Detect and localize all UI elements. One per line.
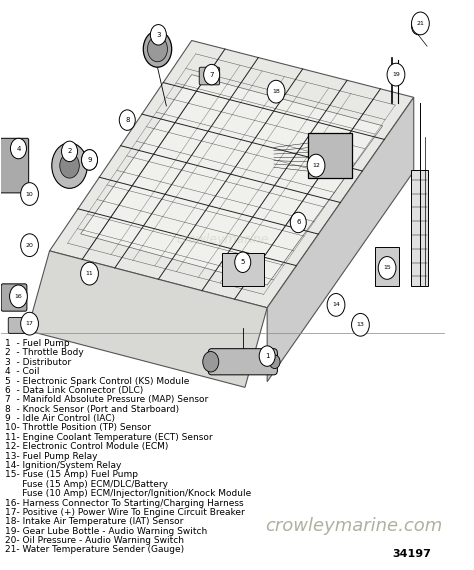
Text: 6  - Data Link Connector (DLC): 6 - Data Link Connector (DLC) (5, 386, 144, 395)
Text: 12- Electronic Control Module (ECM): 12- Electronic Control Module (ECM) (5, 442, 169, 451)
FancyBboxPatch shape (199, 67, 219, 85)
FancyBboxPatch shape (309, 133, 353, 178)
FancyBboxPatch shape (208, 349, 277, 375)
FancyBboxPatch shape (1, 284, 27, 311)
Circle shape (52, 143, 87, 188)
FancyBboxPatch shape (375, 247, 399, 286)
Text: 7  - Manifold Absolute Pressure (MAP) Sensor: 7 - Manifold Absolute Pressure (MAP) Sen… (5, 396, 209, 404)
Circle shape (267, 80, 285, 103)
Text: 1: 1 (265, 353, 269, 359)
Text: 34197: 34197 (392, 549, 431, 559)
Text: 8: 8 (125, 117, 129, 123)
Text: 10- Throttle Position (TP) Sensor: 10- Throttle Position (TP) Sensor (5, 424, 151, 433)
Circle shape (147, 36, 167, 62)
Circle shape (150, 25, 166, 45)
Circle shape (387, 63, 405, 86)
Text: crowleymarine.com: crowleymarine.com (265, 517, 442, 535)
Circle shape (411, 12, 429, 35)
Text: 8  - Knock Sensor (Port and Starboard): 8 - Knock Sensor (Port and Starboard) (5, 405, 179, 414)
Text: 18: 18 (272, 89, 280, 94)
Polygon shape (50, 40, 414, 308)
Text: 17: 17 (26, 321, 34, 326)
Circle shape (352, 314, 369, 336)
Text: 16: 16 (15, 294, 22, 299)
Polygon shape (81, 75, 383, 285)
Text: 11- Engine Coolant Temperature (ECT) Sensor: 11- Engine Coolant Temperature (ECT) Sen… (5, 433, 213, 442)
Circle shape (259, 346, 275, 367)
Text: 4  - Coil: 4 - Coil (5, 367, 40, 376)
Text: 5: 5 (241, 259, 245, 265)
Circle shape (21, 182, 38, 205)
FancyBboxPatch shape (8, 317, 33, 333)
Circle shape (307, 154, 325, 177)
Text: 15: 15 (383, 266, 391, 270)
Text: 2  - Throttle Body: 2 - Throttle Body (5, 348, 84, 357)
Text: 20- Oil Pressure - Audio Warning Switch: 20- Oil Pressure - Audio Warning Switch (5, 536, 184, 545)
FancyBboxPatch shape (222, 253, 264, 286)
Circle shape (327, 294, 345, 316)
Text: 21: 21 (417, 21, 424, 26)
Text: 1  - Fuel Pump: 1 - Fuel Pump (5, 339, 70, 348)
FancyBboxPatch shape (0, 139, 28, 193)
Text: 3  - Distributor: 3 - Distributor (5, 358, 71, 367)
Circle shape (9, 285, 27, 308)
Circle shape (21, 312, 38, 335)
Text: 10: 10 (26, 192, 34, 197)
Text: Fuse (15 Amp) ECM/DLC/Battery: Fuse (15 Amp) ECM/DLC/Battery (5, 480, 168, 488)
Text: 19- Gear Lube Bottle - Audio Warning Switch: 19- Gear Lube Bottle - Audio Warning Swi… (5, 527, 208, 536)
Text: 21- Water Temperature Sender (Gauge): 21- Water Temperature Sender (Gauge) (5, 545, 184, 555)
Text: 19: 19 (392, 72, 400, 77)
Text: 14: 14 (332, 303, 340, 307)
Circle shape (62, 141, 78, 162)
Text: 13: 13 (356, 322, 365, 327)
Text: 12: 12 (312, 163, 320, 168)
Circle shape (378, 256, 396, 279)
Text: 3: 3 (156, 32, 161, 38)
Text: 15- Fuse (15 Amp) Fuel Pump: 15- Fuse (15 Amp) Fuel Pump (5, 470, 138, 479)
Circle shape (81, 262, 99, 285)
Text: crowleymarine: crowleymarine (176, 233, 269, 246)
Polygon shape (27, 251, 267, 388)
Text: 9: 9 (87, 157, 92, 163)
Text: 2: 2 (67, 148, 72, 154)
Circle shape (143, 31, 172, 67)
Text: 4: 4 (16, 145, 21, 152)
Circle shape (21, 234, 38, 256)
Text: 5  - Electronic Spark Control (KS) Module: 5 - Electronic Spark Control (KS) Module (5, 377, 190, 385)
Text: 6: 6 (296, 219, 301, 226)
Circle shape (269, 355, 280, 369)
Circle shape (10, 139, 27, 159)
Text: 7: 7 (210, 72, 214, 78)
Text: 17- Positive (+) Power Wire To Engine Circuit Breaker: 17- Positive (+) Power Wire To Engine Ci… (5, 508, 245, 517)
Circle shape (119, 110, 135, 131)
Circle shape (204, 64, 219, 85)
Text: 9  - Idle Air Control (IAC): 9 - Idle Air Control (IAC) (5, 414, 115, 423)
Text: 20: 20 (26, 243, 34, 248)
Circle shape (290, 212, 306, 233)
Circle shape (235, 252, 251, 272)
FancyBboxPatch shape (410, 170, 428, 286)
Circle shape (82, 150, 98, 170)
Text: 18- Intake Air Temperature (IAT) Sensor: 18- Intake Air Temperature (IAT) Sensor (5, 518, 183, 526)
Circle shape (60, 153, 79, 178)
Text: Fuse (10 Amp) ECM/Injector/Ignition/Knock Module: Fuse (10 Amp) ECM/Injector/Ignition/Knoc… (5, 489, 251, 498)
Text: 14- Ignition/System Relay: 14- Ignition/System Relay (5, 461, 121, 470)
Circle shape (411, 18, 425, 35)
Circle shape (82, 150, 98, 170)
Polygon shape (267, 97, 414, 382)
Text: 13- Fuel Pump Relay: 13- Fuel Pump Relay (5, 451, 98, 461)
Text: 16- Harness Connector To Starting/Charging Harness: 16- Harness Connector To Starting/Chargi… (5, 499, 244, 507)
Text: 11: 11 (86, 271, 93, 276)
Circle shape (203, 352, 219, 372)
